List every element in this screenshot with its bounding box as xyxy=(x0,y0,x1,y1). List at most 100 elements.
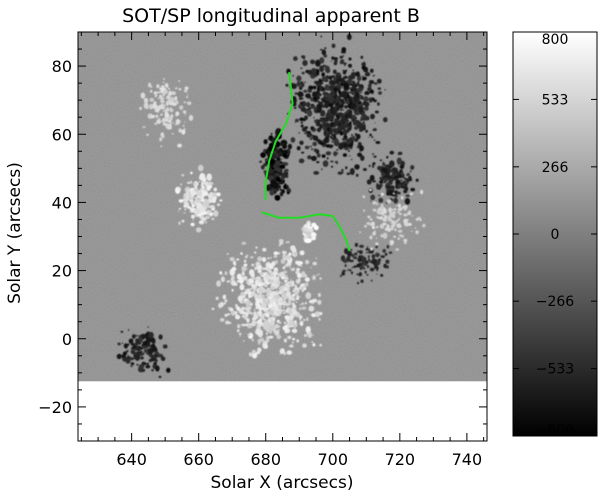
positive-flux-patch xyxy=(370,247,374,251)
negative-flux-patch xyxy=(351,266,354,269)
negative-flux-patch xyxy=(375,252,380,258)
negative-flux-patch xyxy=(147,326,149,328)
negative-flux-patch xyxy=(340,108,343,112)
positive-flux-patch xyxy=(390,213,395,218)
negative-flux-patch xyxy=(298,104,303,109)
chart-title: SOT/SP longitudinal apparent B xyxy=(122,5,420,27)
negative-flux-patch xyxy=(361,65,366,70)
positive-flux-patch xyxy=(296,339,300,343)
positive-flux-patch xyxy=(180,183,183,186)
positive-flux-patch xyxy=(246,254,249,257)
positive-flux-patch xyxy=(261,286,264,289)
positive-flux-patch xyxy=(380,234,385,238)
positive-flux-patch xyxy=(380,211,383,214)
positive-flux-patch xyxy=(183,200,188,204)
negative-flux-patch xyxy=(354,133,358,136)
positive-flux-patch xyxy=(216,203,221,207)
negative-flux-patch xyxy=(353,256,358,260)
negative-flux-patch xyxy=(392,172,396,176)
positive-flux-patch xyxy=(258,342,261,345)
positive-flux-patch xyxy=(278,239,284,243)
negative-flux-patch xyxy=(389,160,395,168)
positive-flux-patch xyxy=(265,332,268,335)
colorbar: 800 533 266 0 −266 −533 −800 xyxy=(512,31,598,439)
negative-flux-patch xyxy=(160,356,166,362)
positive-flux-patch xyxy=(388,229,391,232)
negative-flux-patch xyxy=(384,178,388,183)
negative-flux-patch xyxy=(369,133,372,137)
positive-flux-patch xyxy=(301,289,305,292)
positive-flux-patch xyxy=(229,257,235,262)
negative-flux-patch xyxy=(320,123,324,126)
negative-flux-patch xyxy=(301,82,305,88)
positive-flux-patch xyxy=(319,343,322,347)
negative-flux-patch xyxy=(334,118,340,126)
negative-flux-patch xyxy=(377,87,381,90)
positive-flux-patch xyxy=(265,262,269,267)
positive-flux-patch xyxy=(174,96,178,101)
positive-flux-patch xyxy=(247,296,251,299)
positive-flux-patch xyxy=(270,284,273,287)
positive-flux-patch xyxy=(299,320,304,327)
positive-flux-patch xyxy=(278,329,281,331)
negative-flux-patch xyxy=(341,271,346,276)
positive-flux-patch xyxy=(245,307,248,308)
negative-flux-patch xyxy=(304,132,307,135)
negative-flux-patch xyxy=(367,256,370,259)
negative-flux-patch xyxy=(339,61,344,65)
negative-flux-patch xyxy=(359,145,364,152)
y-tick-label: 20 xyxy=(52,262,72,281)
negative-flux-patch xyxy=(395,175,401,179)
colorbar-tick-label: 533 xyxy=(542,92,569,108)
positive-flux-patch xyxy=(294,284,297,288)
negative-flux-patch xyxy=(153,361,157,366)
negative-flux-patch xyxy=(380,178,383,181)
negative-flux-patch xyxy=(343,88,347,91)
positive-flux-patch xyxy=(289,279,292,281)
negative-flux-patch xyxy=(121,354,126,358)
negative-flux-patch xyxy=(148,331,154,339)
negative-flux-patch xyxy=(328,102,334,107)
negative-flux-patch xyxy=(324,65,330,73)
y-axis-label: Solar Y (arcsecs) xyxy=(5,162,25,304)
positive-flux-patch xyxy=(253,312,257,317)
negative-flux-patch xyxy=(360,113,363,116)
negative-flux-patch xyxy=(131,336,134,338)
positive-flux-patch xyxy=(231,288,234,292)
negative-flux-patch xyxy=(151,346,158,352)
negative-flux-patch xyxy=(356,273,359,276)
positive-flux-patch xyxy=(422,223,426,228)
negative-flux-patch xyxy=(296,75,302,82)
positive-flux-patch xyxy=(397,229,403,233)
negative-flux-patch xyxy=(279,188,282,191)
negative-flux-patch xyxy=(354,126,359,130)
positive-flux-patch xyxy=(288,319,294,326)
negative-flux-patch xyxy=(400,179,403,182)
negative-flux-patch xyxy=(342,153,347,157)
positive-flux-patch xyxy=(398,218,400,220)
negative-flux-patch xyxy=(263,139,268,145)
negative-flux-patch xyxy=(274,195,277,197)
positive-flux-patch xyxy=(289,303,292,306)
negative-flux-patch xyxy=(317,108,322,113)
positive-flux-patch xyxy=(195,199,200,204)
positive-flux-patch xyxy=(279,276,282,278)
positive-flux-patch xyxy=(248,352,253,357)
positive-flux-patch xyxy=(286,291,291,298)
positive-flux-patch xyxy=(370,221,375,227)
negative-flux-patch xyxy=(351,158,353,161)
negative-flux-patch xyxy=(326,128,329,131)
positive-flux-patch xyxy=(369,189,372,191)
negative-flux-patch xyxy=(342,269,346,273)
negative-flux-patch xyxy=(326,157,329,160)
negative-flux-patch xyxy=(278,180,284,185)
positive-flux-patch xyxy=(157,97,160,100)
negative-flux-patch xyxy=(369,84,372,87)
positive-flux-patch xyxy=(283,312,286,314)
positive-flux-patch xyxy=(279,353,282,355)
negative-flux-patch xyxy=(410,165,415,170)
negative-flux-patch xyxy=(358,84,362,88)
colorbar-gradient xyxy=(512,31,598,437)
negative-flux-patch xyxy=(339,142,345,149)
negative-flux-patch xyxy=(364,101,370,107)
